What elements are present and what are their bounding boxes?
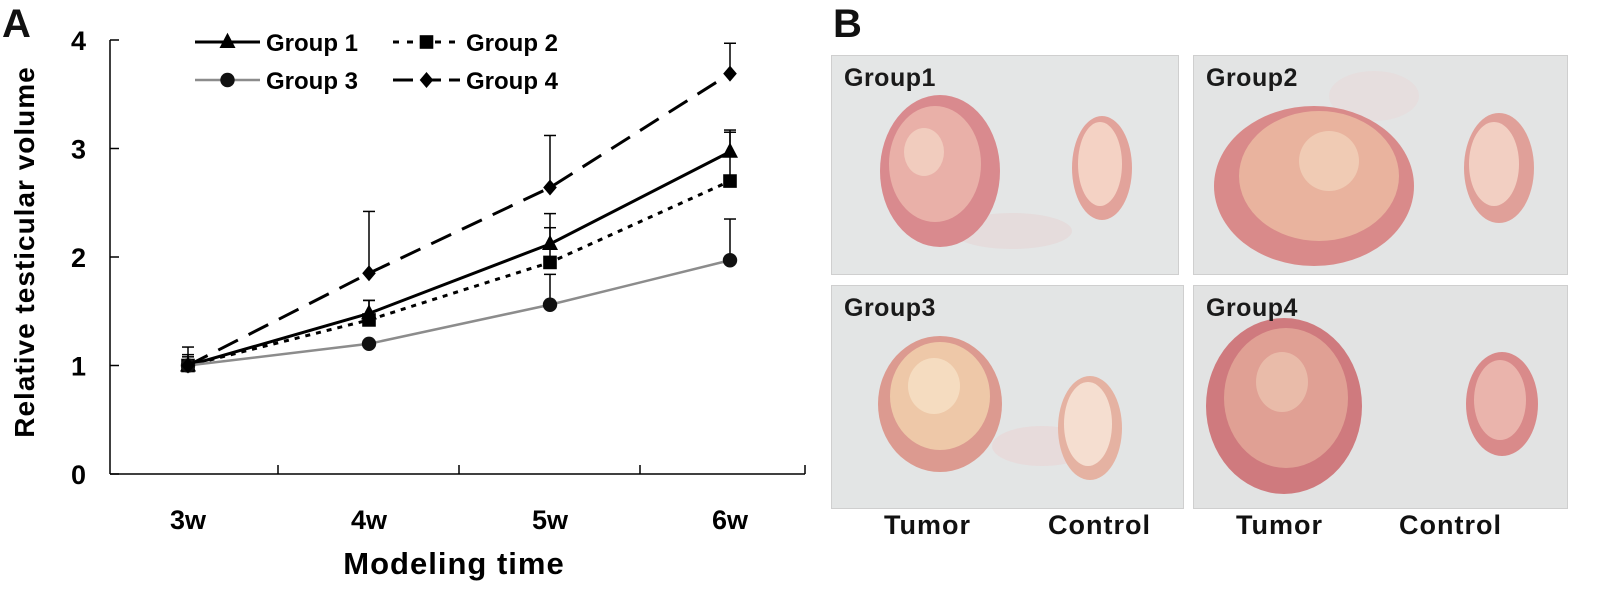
y-tick-label: 4 [71, 26, 86, 56]
x-tick-label: 6w [712, 505, 749, 535]
photo-group1: Group1 [831, 55, 1179, 275]
x-tick-label: 5w [532, 505, 569, 535]
testis-photo-image [1194, 286, 1567, 508]
y-tick-label: 3 [71, 135, 86, 165]
photo-group4-label: Group4 [1206, 294, 1298, 322]
data-point-group-2 [362, 313, 376, 327]
legend-marker-group-1 [219, 32, 236, 48]
testis-photo-image [1194, 56, 1567, 274]
testis-photo-image [832, 56, 1178, 274]
panel-a-label: A [2, 2, 31, 46]
data-point-group-3 [722, 253, 738, 268]
legend-label-group-2: Group 2 [466, 30, 558, 57]
y-axis-title: Relative testicular volume [9, 66, 40, 437]
photo-group3: Group3 [831, 285, 1184, 509]
series-line-2 [187, 179, 731, 367]
photo-group1-label: Group1 [844, 64, 936, 92]
legend-marker-group-3 [220, 72, 235, 88]
y-tick-label: 0 [71, 460, 86, 490]
photo-group4: Group4 [1193, 285, 1568, 509]
legend-label-group-1: Group 1 [266, 30, 358, 57]
photo-group2-label: Group2 [1206, 64, 1298, 92]
data-point-group-3 [542, 297, 558, 312]
data-point-group-2 [543, 255, 557, 270]
bottom-label-tumor-2: Tumor [1236, 510, 1323, 540]
y-tick-label: 2 [71, 243, 86, 273]
data-point-group-1 [722, 142, 738, 158]
x-tick-label: 3w [170, 505, 207, 535]
legend-label-group-3: Group 3 [266, 68, 358, 95]
data-point-group-4 [181, 357, 195, 374]
photo-group2: Group2 [1193, 55, 1568, 275]
series-line-4 [187, 72, 731, 367]
x-tick-label: 4w [351, 505, 388, 535]
data-point-group-4 [723, 65, 737, 82]
testis-photo-image [832, 286, 1183, 508]
data-point-group-2 [723, 174, 737, 188]
legend-marker-group-4 [419, 72, 434, 88]
data-point-group-3 [361, 336, 377, 351]
series-line-3 [187, 259, 731, 367]
series-line-1 [187, 150, 731, 367]
data-point-group-4 [543, 179, 557, 196]
data-point-group-1 [542, 234, 558, 250]
bottom-label-control-1: Control [1048, 510, 1151, 540]
legend-marker-group-2 [419, 35, 434, 49]
panel-b-label: B [833, 2, 862, 46]
legend-label-group-4: Group 4 [466, 68, 559, 95]
photo-group3-label: Group3 [844, 294, 936, 322]
line-chart: 0 1 2 3 4 3w 4w 5w 6w Modeling time Relative testi… [9, 26, 806, 581]
y-tick-label: 1 [71, 352, 86, 382]
data-point-group-4 [362, 265, 376, 282]
bottom-label-control-2: Control [1399, 510, 1502, 540]
x-axis-title: Modeling time [343, 546, 564, 581]
bottom-label-tumor-1: Tumor [884, 510, 971, 540]
